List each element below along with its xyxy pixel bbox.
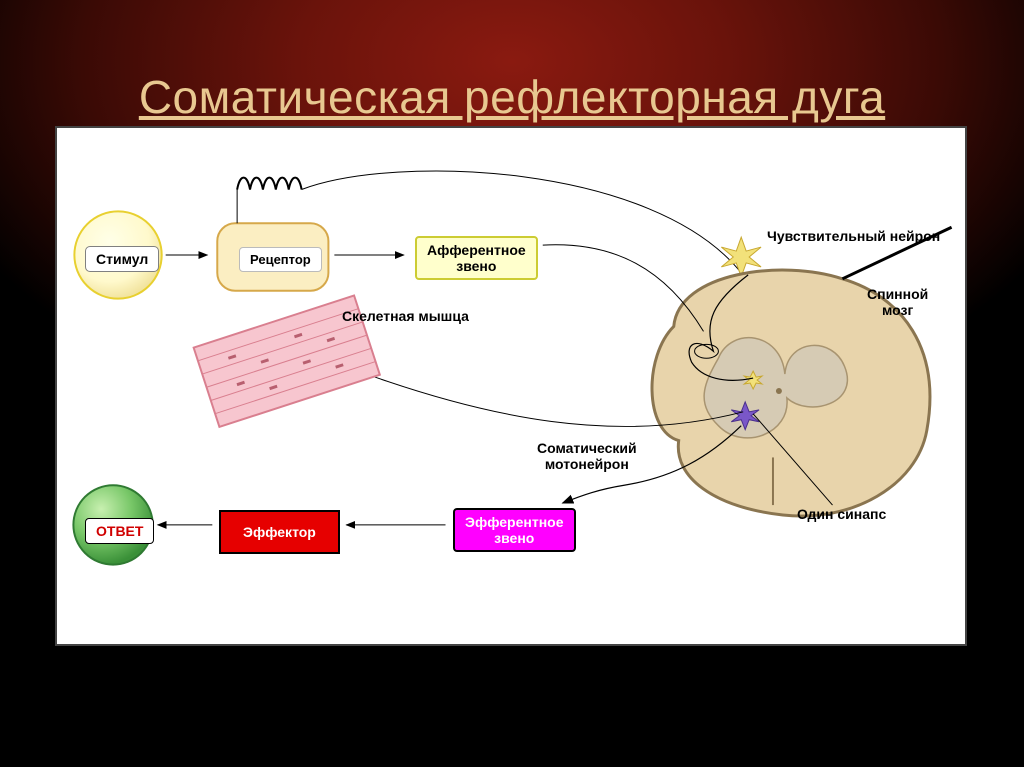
receptor-node: Рецептор [239,247,322,272]
sensory-neuron-label: Чувствительный нейрон [767,228,940,244]
motoneuron-label-1: Соматический [537,440,637,456]
motoneuron-label-2: мотонейрон [545,456,629,472]
muscle-label: Скелетная мышца [342,308,469,324]
diagram-svg [57,128,965,644]
efferent-label-1: Эфферентное [465,514,564,530]
response-label: ОТВЕТ [96,523,143,539]
diagram-canvas: Стимул Рецептор Афферентное звено Эффере… [55,126,967,646]
receptor-label: Рецептор [250,252,311,267]
response-node: ОТВЕТ [85,518,154,544]
motoneuron-label: Соматический мотонейрон [537,440,637,472]
slide-title: Соматическая рефлекторная дуга [0,70,1024,124]
stimulus-node: Стимул [85,246,159,272]
afferent-node: Афферентное звено [415,236,538,280]
afferent-label-2: звено [456,258,496,274]
effector-label: Эффектор [243,524,316,540]
spinal-cord-label: Спинной мозг [867,286,928,318]
efferent-label-2: звено [494,530,534,546]
effector-node: Эффектор [219,510,340,554]
efferent-node: Эфферентное звено [453,508,576,552]
spinal-cord-label-2: мозг [882,302,913,318]
synapse-label: Один синапс [797,506,886,522]
stimulus-label: Стимул [96,251,148,267]
spinal-cord-label-1: Спинной [867,286,928,302]
afferent-label-1: Афферентное [427,242,526,258]
